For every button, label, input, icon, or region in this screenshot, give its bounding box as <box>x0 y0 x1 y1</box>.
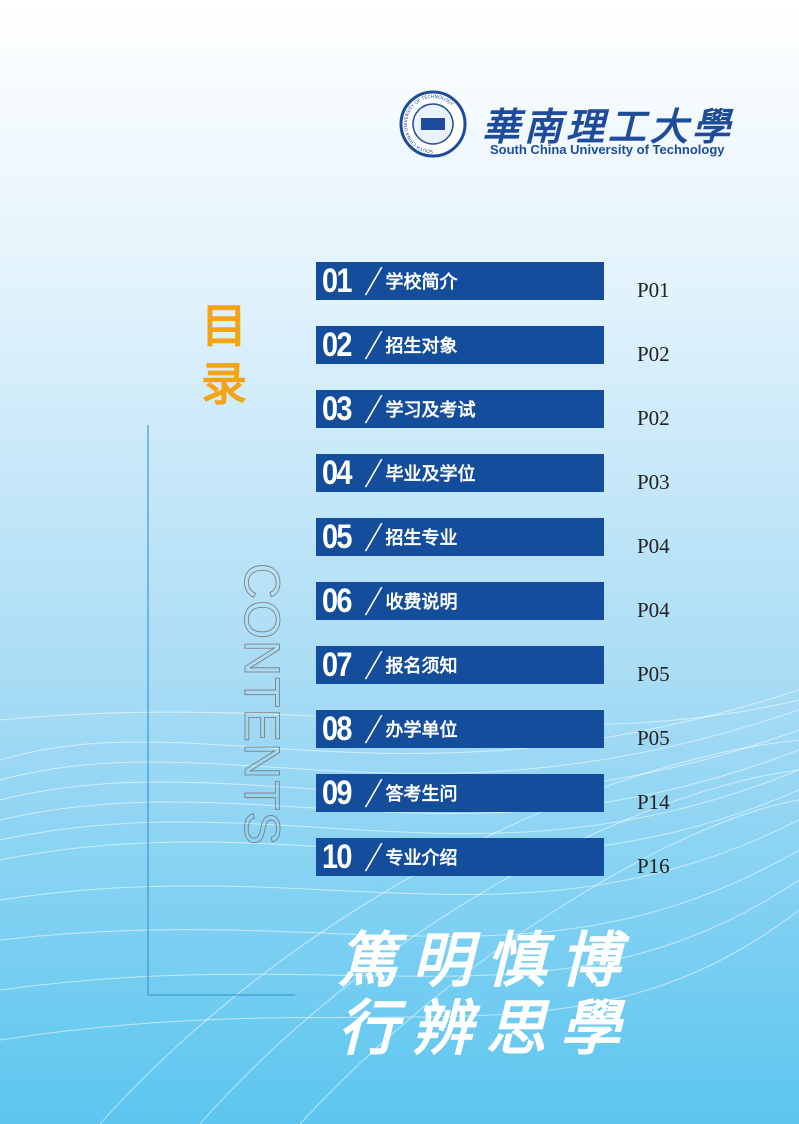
university-en: South China University of Technology <box>490 142 725 157</box>
toc-slash: / <box>362 261 385 301</box>
toc-title: 办学单位 <box>385 720 458 741</box>
toc-title: 招生专业 <box>385 528 458 549</box>
toc-title: 专业介绍 <box>385 848 458 869</box>
toc-title: 毕业及学位 <box>385 464 476 485</box>
toc-slash: / <box>362 837 385 877</box>
university-cn: 華南理工大學 <box>482 104 735 149</box>
toc-number: 06 <box>322 581 352 620</box>
toc-bar: 01 /学校简介 <box>316 261 604 301</box>
toc-number: 09 <box>322 773 352 812</box>
toc-bar: 02 /招生对象 <box>316 325 604 365</box>
motto-line: 篤明慎博 <box>338 926 634 996</box>
toc-page: P04 <box>637 598 670 622</box>
toc-page: P02 <box>637 406 670 430</box>
toc-slash: / <box>362 645 385 685</box>
toc-page: P04 <box>637 534 670 558</box>
toc-bar: 05 /招生专业 <box>316 517 604 557</box>
title-char: 目 <box>201 299 247 353</box>
toc-slash: / <box>362 517 385 557</box>
toc-page: P03 <box>637 470 670 494</box>
toc-bar: 04 /毕业及学位 <box>316 453 604 493</box>
toc-number: 08 <box>322 709 352 748</box>
toc-bar: 06 /收费说明 <box>316 581 604 621</box>
toc-page: P05 <box>637 726 670 750</box>
toc-number: 03 <box>322 389 352 428</box>
toc-title: 答考生问 <box>385 784 458 805</box>
toc-title: 招生对象 <box>385 336 458 357</box>
toc-bar: 03 /学习及考试 <box>316 389 604 429</box>
toc-page: P01 <box>637 278 670 302</box>
toc-number: 01 <box>322 261 352 300</box>
toc-title: 学习及考试 <box>385 400 476 421</box>
toc-bar: 08 /办学单位 <box>316 709 604 749</box>
motto-line: 行辨思學 <box>338 994 634 1064</box>
toc-title: 报名须知 <box>385 656 458 677</box>
toc-slash: / <box>362 773 385 813</box>
toc-number: 04 <box>322 453 352 492</box>
title-char: 录 <box>201 357 247 411</box>
toc-page: P02 <box>637 342 670 366</box>
toc-page: P05 <box>637 662 670 686</box>
toc-title: 收费说明 <box>385 592 458 613</box>
contents-label: CONTENTS <box>234 563 290 846</box>
toc-number: 07 <box>322 645 352 684</box>
toc-number: 10 <box>322 837 352 876</box>
toc-slash: / <box>362 325 385 365</box>
toc-slash: / <box>362 581 385 621</box>
toc-slash: / <box>362 453 385 493</box>
toc-title: 学校简介 <box>385 272 458 293</box>
toc-bar: 09 /答考生问 <box>316 773 604 813</box>
toc-bar: 07 /报名须知 <box>316 645 604 685</box>
toc-page: P16 <box>637 854 670 878</box>
toc-slash: / <box>362 709 385 749</box>
toc-number: 02 <box>322 325 352 364</box>
toc-page: P14 <box>637 790 670 814</box>
toc-slash: / <box>362 389 385 429</box>
toc-number: 05 <box>322 517 352 556</box>
toc-bar: 10 /专业介绍 <box>316 837 604 877</box>
